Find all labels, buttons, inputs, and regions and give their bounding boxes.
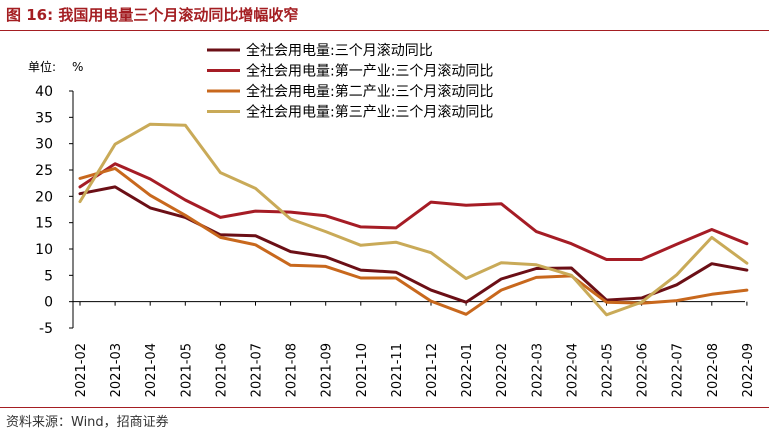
x-tick-label: 2021-04 [144, 343, 159, 397]
x-tick-label: 2021-03 [109, 343, 124, 397]
legend-label-1: 全社会用电量:三个月滚动同比 [246, 42, 433, 59]
chart-title: 图 16: 我国用电量三个月滚动同比增幅收窄 [6, 6, 299, 24]
y-tick-label: 10 [35, 242, 53, 258]
legend-label-4: 全社会用电量:第三产业:三个月滚动同比 [246, 104, 493, 121]
series-line-2 [78, 162, 749, 261]
x-tick-label: 2022-02 [495, 343, 510, 397]
x-tick-label: 2022-07 [671, 343, 686, 397]
legend: 全社会用电量:三个月滚动同比全社会用电量:第一产业:三个月滚动同比全社会用电量:… [207, 42, 493, 121]
y-tick-label: 15 [35, 216, 53, 232]
title-divider [0, 30, 769, 31]
series-line-1 [78, 185, 749, 304]
unit-value: % [72, 60, 83, 74]
x-tick-label: 2021-02 [74, 343, 89, 397]
x-tick-label: 2022-05 [601, 343, 616, 397]
source-divider [0, 407, 769, 408]
x-tick-label: 2022-06 [636, 343, 651, 397]
legend-label-3: 全社会用电量:第二产业:三个月滚动同比 [246, 83, 493, 100]
x-tick-label: 2021-07 [250, 343, 265, 397]
series-line-3 [78, 166, 749, 316]
y-tick-label: 30 [35, 137, 53, 153]
x-tick-label: 2021-11 [390, 343, 405, 397]
x-tick-label: 2022-08 [706, 343, 721, 397]
series-lines [78, 122, 749, 317]
y-tick-label: 25 [35, 163, 53, 179]
y-tick-label: 35 [35, 110, 53, 126]
y-tick-label: 40 [35, 84, 53, 100]
x-tick-label: 2022-09 [741, 343, 756, 397]
x-tick-label: 2022-01 [460, 343, 475, 397]
x-tick-label: 2022-04 [565, 343, 580, 397]
y-tick-label: -5 [39, 321, 53, 337]
x-tick-label: 2021-10 [355, 343, 370, 397]
y-tick-label: 20 [35, 189, 53, 205]
x-tick-label: 2021-05 [179, 343, 194, 397]
y-tick-label: 5 [44, 268, 53, 284]
x-tick-label: 2021-12 [425, 343, 440, 397]
x-tick-label: 2021-06 [214, 343, 229, 397]
axes: 单位: % -5 0 5 10 15 20 25 30 35 40 2021-02 2021-03 2021… [28, 59, 756, 397]
source-note: 资料来源：Wind，招商证券 [6, 415, 169, 430]
y-tick-label: 0 [44, 295, 53, 311]
legend-label-2: 全社会用电量:第一产业:三个月滚动同比 [246, 63, 493, 80]
x-tick-label: 2021-08 [285, 343, 300, 397]
line-chart: 单位: % -5 0 5 10 15 20 25 30 35 40 2021-02 2021-03 2021… [28, 42, 756, 397]
series-line-4 [78, 122, 749, 317]
unit-label: 单位: [28, 59, 56, 74]
x-tick-label: 2022-03 [530, 343, 545, 397]
x-tick-label: 2021-09 [320, 343, 335, 397]
